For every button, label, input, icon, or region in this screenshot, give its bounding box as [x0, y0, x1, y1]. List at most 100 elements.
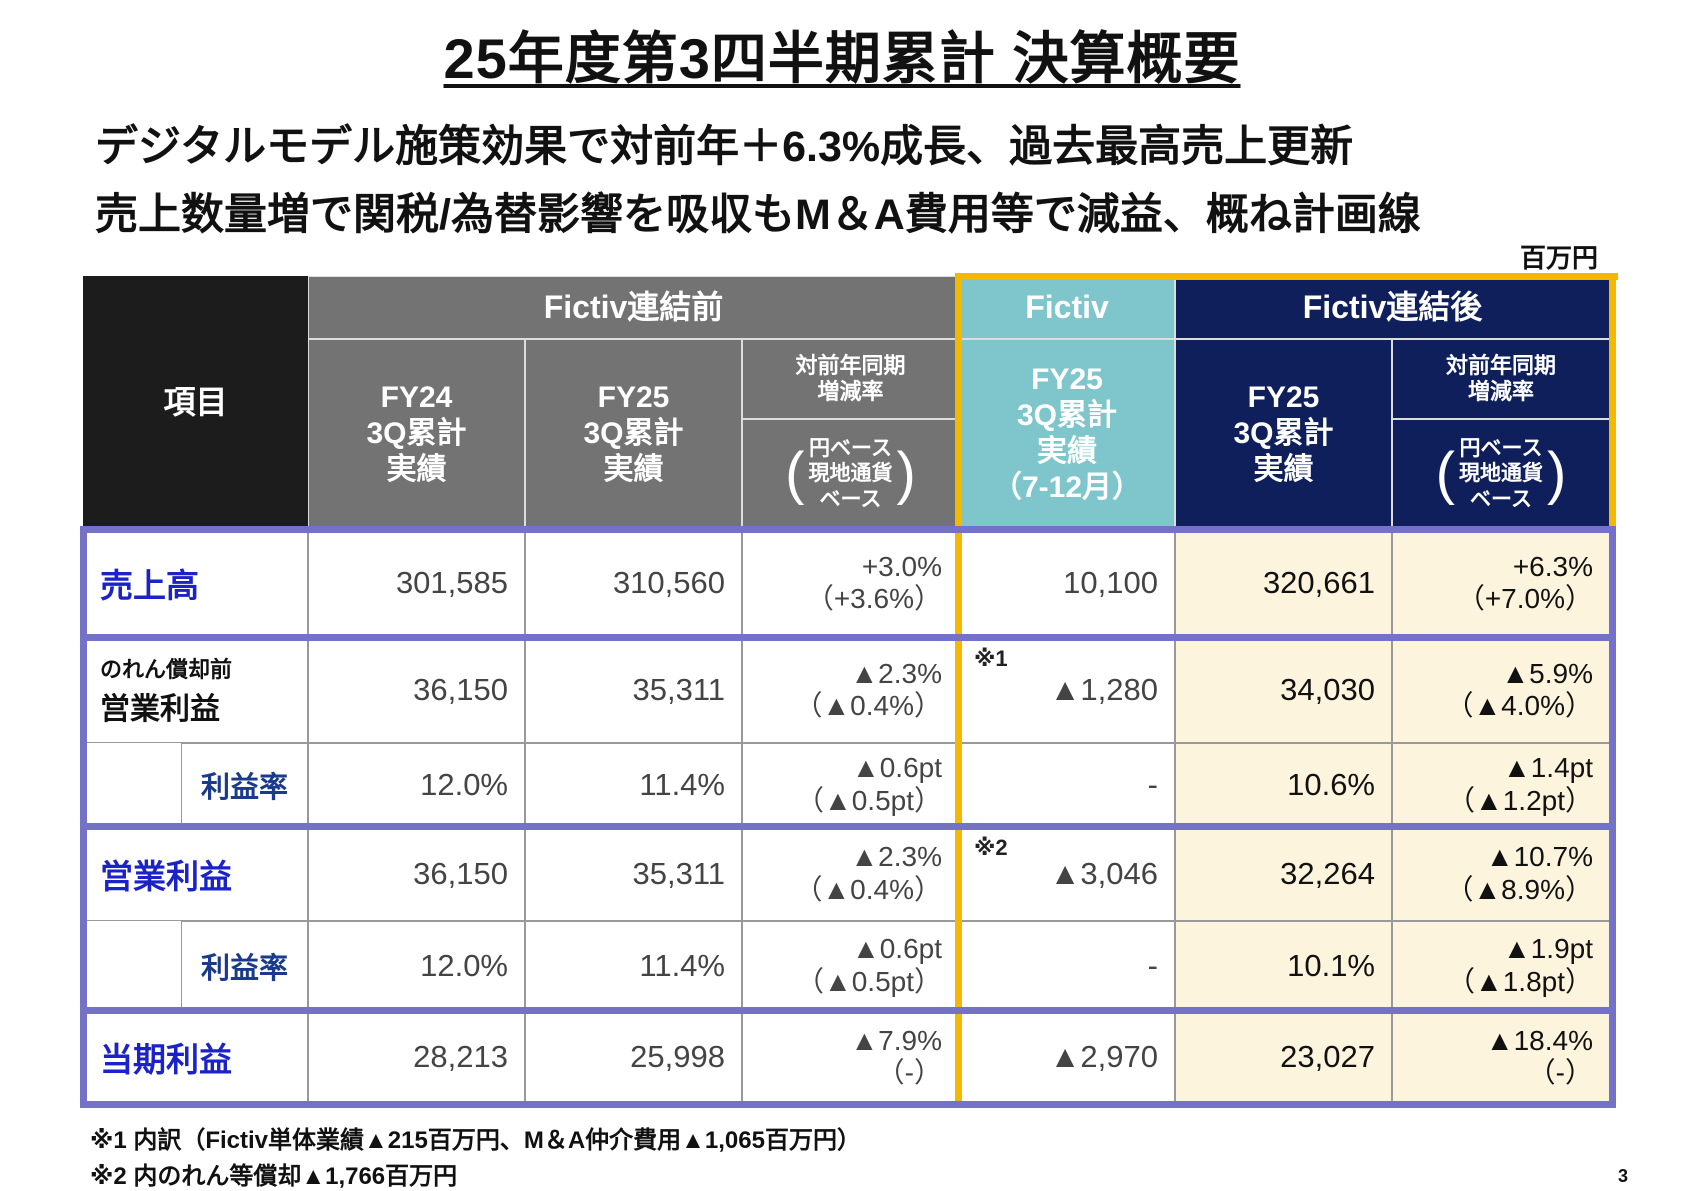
value-cell: ▲10.7% （▲8.9%）: [1392, 826, 1610, 921]
header-group-after: Fictiv連結後: [1175, 276, 1610, 339]
header-group-before: Fictiv連結前: [308, 276, 959, 339]
label-spacer: [83, 743, 181, 826]
value-local-currency: （▲0.5pt）: [796, 965, 942, 997]
value: 35,311: [632, 855, 725, 891]
value-cell: 36,150: [308, 637, 525, 743]
value: ▲2,970: [1049, 1039, 1158, 1075]
value-local-currency: （+7.0%）: [1456, 583, 1593, 614]
group-border: [80, 823, 1616, 830]
header-line: 円ベース: [809, 437, 892, 461]
footnote-marker: ※2: [974, 835, 1008, 860]
value-local-currency: （▲0.5pt）: [796, 784, 942, 816]
header-item: 項目: [83, 276, 308, 529]
value-cell: 25,998: [525, 1010, 742, 1104]
header-line: 実績: [1037, 435, 1097, 468]
value: ▲0.6pt: [852, 752, 942, 784]
value-local-currency: （+3.6%）: [805, 583, 942, 614]
value: 12.0%: [420, 766, 508, 802]
value: 11.4%: [639, 947, 725, 983]
header-after-fy25: FY25 3Q累計 実績: [1175, 339, 1392, 529]
group-border: [80, 634, 1616, 641]
header-fy25: FY25 3Q累計 実績: [525, 339, 742, 529]
value: 32,264: [1280, 855, 1375, 891]
header-line: 対前年同期: [795, 352, 906, 378]
yellow-frame-right: [1609, 273, 1616, 533]
header-line: 増減率: [1467, 379, 1534, 404]
header-yoy-basis: (円ベース 現地通貨 ベース): [1392, 419, 1610, 529]
value-cell: +3.0% （+3.6%）: [742, 529, 959, 637]
value-cell: 23,027: [1175, 1010, 1392, 1104]
value-cell: 35,311: [525, 826, 742, 921]
row-label: 当期利益: [83, 1010, 308, 1104]
page-number: 3: [1617, 1166, 1628, 1186]
row-label: 利益率: [181, 743, 308, 826]
value-cell: 301,585: [308, 529, 525, 637]
group-border-left: [80, 526, 87, 1108]
row-label-text: 営業利益: [100, 857, 232, 895]
value-local-currency: （▲0.4%）: [794, 690, 942, 721]
row-label: 売上高: [83, 529, 308, 637]
value: ▲0.6pt: [852, 933, 942, 965]
value-local-currency: （▲1.2pt）: [1447, 784, 1593, 816]
basis-text: 円ベース 現地通貨 ベース: [1459, 436, 1543, 512]
header-line: 現地通貨: [1459, 462, 1543, 486]
value: ▲18.4%: [1485, 1024, 1593, 1056]
footnote-marker: ※1: [974, 646, 1008, 671]
group-border-right: [1609, 526, 1616, 1108]
value-cell: 11.4%: [525, 743, 742, 826]
header-line: （7-12月）: [991, 471, 1143, 504]
value-cell: -: [959, 921, 1175, 1010]
paren-left: (: [1435, 441, 1455, 506]
group-border: [80, 1007, 1616, 1014]
value-cell: 12.0%: [308, 921, 525, 1010]
group-border-bottom: [80, 1101, 1616, 1108]
value-cell: 10.6%: [1175, 743, 1392, 826]
value-cell: ▲7.9% （-）: [742, 1010, 959, 1104]
row-label-text: 当期利益: [100, 1041, 232, 1078]
header-line: 円ベース: [1459, 437, 1543, 461]
header-line: 実績: [603, 453, 664, 486]
value-cell: ※2 ▲3,046: [959, 826, 1175, 921]
value: 10,100: [1063, 565, 1158, 601]
row-label: 営業利益: [83, 826, 308, 921]
value-local-currency: （▲1.8pt）: [1447, 965, 1593, 997]
value: ▲5.9%: [1501, 657, 1593, 689]
paren-left: (: [785, 441, 805, 506]
header-line: 対前年同期: [1445, 352, 1556, 378]
value-cell: 28,213: [308, 1010, 525, 1104]
value: ▲10.7%: [1485, 841, 1593, 873]
value-local-currency: （-）: [1527, 1057, 1593, 1088]
header-yoy: 対前年同期 増減率: [1392, 339, 1610, 419]
header-line: FY25: [1247, 381, 1320, 414]
paren-right: ): [1547, 441, 1567, 506]
value-cell: ▲2.3% （▲0.4%）: [742, 637, 959, 743]
value-cell: ※1 ▲1,280: [959, 637, 1175, 743]
header-fy24: FY24 3Q累計 実績: [308, 339, 525, 529]
header-line: 現地通貨: [808, 462, 893, 486]
value-cell: 36,150: [308, 826, 525, 921]
row-label-text: 売上高: [100, 567, 199, 604]
row-label: 利益率: [181, 921, 308, 1010]
value-cell: 10.1%: [1175, 921, 1392, 1010]
value-cell: 12.0%: [308, 743, 525, 826]
value: 36,150: [413, 672, 508, 708]
value: 301,585: [395, 565, 508, 601]
header-line: 増減率: [817, 379, 884, 404]
value-cell: ▲0.6pt （▲0.5pt）: [742, 921, 959, 1010]
basis-text: 円ベース 現地通貨 ベース: [809, 436, 893, 512]
value: +3.0%: [861, 550, 942, 582]
header-line: 3Q累計: [1233, 417, 1334, 450]
header-line: FY24: [380, 381, 453, 414]
value: 23,027: [1280, 1039, 1375, 1075]
value-cell: +6.3% （+7.0%）: [1392, 529, 1610, 637]
subtitle-line-1: デジタルモデル施策効果で対前年＋6.3%成長、過去最高売上更新: [95, 123, 1354, 171]
page-title: 25年度第3四半期累計 決算概要: [0, 14, 1684, 95]
value: ▲1,280: [1049, 672, 1158, 708]
row-label: のれん償却前 営業利益: [83, 637, 308, 743]
value: 25,998: [630, 1039, 725, 1075]
value-local-currency: （▲4.0%）: [1445, 690, 1593, 721]
row-label-text: 利益率: [200, 771, 288, 804]
value-local-currency: （-）: [876, 1057, 942, 1088]
header-line: FY25: [597, 381, 670, 414]
header-line: 3Q累計: [366, 417, 467, 450]
